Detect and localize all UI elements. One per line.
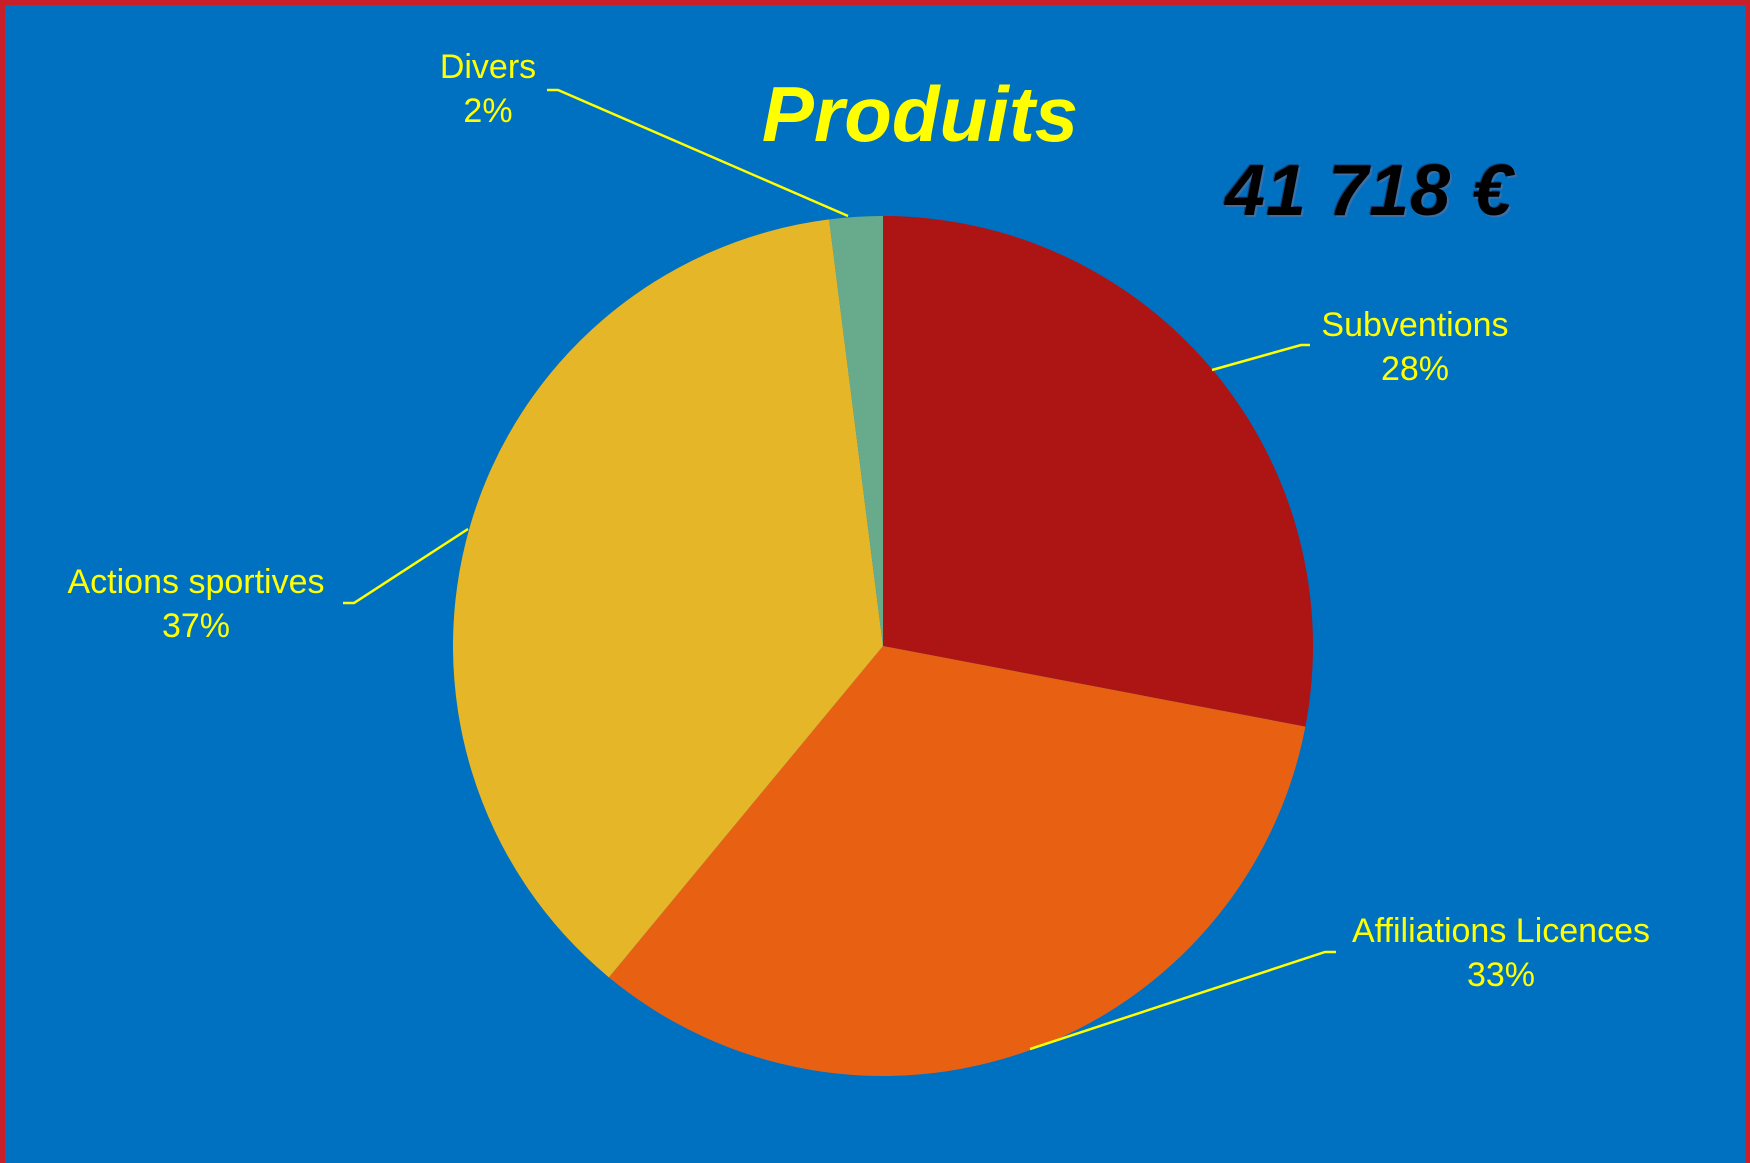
slice-label-name: Affiliations Licences	[1352, 912, 1650, 950]
leader-line	[547, 88, 849, 218]
total-amount: 41 718 €	[1225, 151, 1514, 231]
pie-chart: Subventions 28% Affiliations Licences 33% Ac…	[68, 48, 1650, 1076]
leader-line	[343, 527, 469, 605]
chart-title: Produits	[761, 70, 1079, 158]
leader-line	[1029, 950, 1336, 1051]
slice-label-percent: 2%	[463, 92, 512, 130]
slice-label-name: Divers	[440, 48, 536, 86]
slice-label-percent: 37%	[162, 607, 230, 645]
leader-line	[1211, 343, 1310, 372]
pie-slice-affiliations-licences	[608, 646, 1306, 1076]
slice-label-name: Subventions	[1321, 306, 1508, 344]
pie-slice-divers	[829, 216, 883, 646]
pie-slice-actions-sportives	[453, 219, 883, 978]
pie-slice-subventions	[883, 216, 1313, 727]
slice-label-name: Actions sportives	[68, 563, 325, 601]
slice-label-percent: 33%	[1467, 956, 1535, 994]
slice-label-percent: 28%	[1381, 350, 1449, 388]
